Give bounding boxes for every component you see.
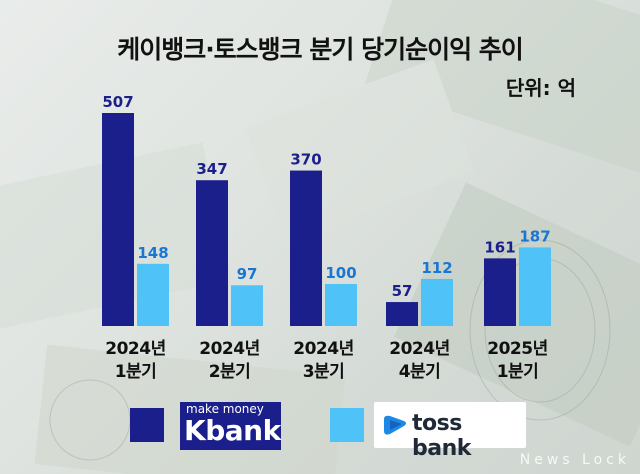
bar-kbank-0 <box>102 113 134 326</box>
kbank-tagline: make money <box>186 402 264 416</box>
bar-tossbank-0 <box>137 263 169 326</box>
legend-swatch-tossbank <box>330 408 364 442</box>
chart-title: 케이뱅크·토스뱅크 분기 당기순이익 추이 <box>117 35 524 64</box>
data-label-tossbank-0: 148 <box>137 244 168 262</box>
bar-tossbank-4 <box>519 247 551 326</box>
bar-tossbank-3 <box>421 278 453 326</box>
toss-logo-icon <box>384 415 406 435</box>
x-tick-label-0: 2024년 1분기 <box>105 339 166 382</box>
data-label-kbank-1: 347 <box>196 160 227 178</box>
bar-kbank-2 <box>290 170 322 326</box>
kbank-logo: make money Kbank <box>180 402 281 450</box>
bar-tossbank-2 <box>325 283 357 326</box>
bar-kbank-4 <box>484 258 516 326</box>
data-label-kbank-0: 507 <box>102 93 133 111</box>
x-tick-label-4: 2025년 1분기 <box>487 339 548 382</box>
data-label-kbank-3: 57 <box>392 282 413 300</box>
unit-label: 단위: 억 <box>505 76 576 100</box>
data-label-tossbank-1: 97 <box>237 265 258 283</box>
data-label-tossbank-2: 100 <box>325 264 356 282</box>
x-tick-label-1: 2024년 2분기 <box>199 339 260 382</box>
tossbank-name: toss bank <box>412 411 471 461</box>
bar-kbank-3 <box>386 302 418 326</box>
data-label-kbank-4: 161 <box>484 238 515 256</box>
tossbank-logo: toss bank <box>374 402 526 461</box>
bar-tossbank-1 <box>231 285 263 326</box>
data-label-kbank-2: 370 <box>290 151 321 169</box>
x-tick-label-3: 2024년 4분기 <box>389 339 450 382</box>
data-label-tossbank-4: 187 <box>519 227 550 245</box>
kbank-name: Kbank <box>184 414 281 447</box>
legend-swatch-kbank <box>130 408 164 442</box>
data-label-tossbank-3: 112 <box>421 259 452 277</box>
watermark: News Lock <box>519 452 630 468</box>
bar-kbank-1 <box>196 180 228 326</box>
x-tick-label-2: 2024년 3분기 <box>293 339 354 382</box>
